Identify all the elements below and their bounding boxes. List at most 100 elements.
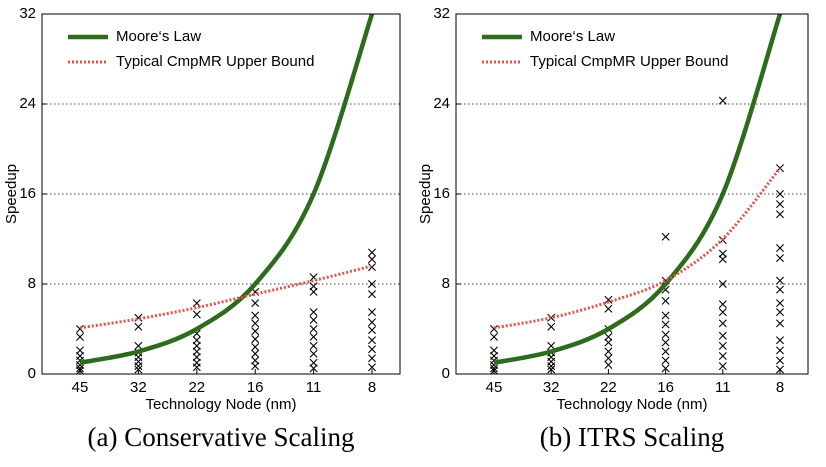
marker [251, 319, 260, 328]
marker [776, 299, 784, 308]
marker [368, 336, 376, 345]
marker [718, 255, 727, 264]
x-tick-label: 22 [188, 379, 205, 396]
marker [718, 331, 727, 340]
y-tick-label: 0 [442, 365, 450, 382]
x-tick-label: 32 [543, 379, 560, 396]
marker [192, 341, 201, 350]
marker [604, 295, 613, 304]
marker [309, 308, 318, 317]
marker [192, 363, 201, 372]
x-tick-label: 32 [130, 379, 147, 396]
marker [192, 299, 201, 308]
marker [251, 362, 260, 371]
marker [547, 341, 556, 350]
marker [661, 364, 670, 373]
marker [76, 364, 84, 373]
series-line [493, 167, 782, 330]
x-tick-label: 45 [72, 379, 89, 396]
marker [76, 366, 84, 375]
marker [604, 304, 613, 313]
marker [309, 282, 318, 291]
marker [192, 347, 201, 356]
marker [661, 338, 670, 347]
marker [776, 356, 784, 365]
x-tick-label: 11 [306, 379, 322, 396]
y-tick-label: 32 [433, 5, 450, 22]
marker [547, 322, 556, 331]
marker [368, 318, 376, 327]
marker [134, 322, 143, 331]
marker [251, 335, 260, 344]
marker [76, 346, 84, 355]
marker [661, 311, 670, 320]
marker [661, 356, 670, 365]
x-tick-label: 11 [715, 379, 731, 396]
y-tick-label: 0 [28, 365, 36, 382]
marker [251, 349, 260, 358]
panel: 0 8 16 24 32 Speedup 45 32 22 16 11 8 Technology Nod… [417, 5, 809, 452]
marker [604, 338, 613, 347]
y-tick-label: 16 [19, 185, 36, 202]
marker [661, 232, 670, 241]
marker [718, 362, 727, 371]
marker [192, 336, 201, 345]
legend-label: Typical CmpMR Upper Bound [116, 53, 314, 70]
marker [604, 347, 613, 356]
marker [661, 320, 670, 329]
marker [368, 248, 376, 257]
x-axis-label: Technology Node (nm) [557, 396, 708, 413]
marker [192, 353, 201, 362]
marker [776, 190, 784, 198]
marker [776, 336, 784, 345]
marker [368, 280, 376, 288]
marker [776, 210, 784, 219]
marker [309, 364, 318, 373]
y-tick-label: 24 [433, 95, 450, 112]
marker [490, 332, 498, 341]
marker [776, 244, 784, 252]
marker [776, 254, 784, 263]
marker [490, 325, 498, 333]
marker [309, 316, 318, 324]
marker [718, 249, 727, 258]
marker [604, 354, 613, 363]
marker [718, 96, 727, 105]
marker [309, 341, 318, 350]
marker [718, 319, 727, 328]
marker [604, 332, 613, 341]
marker [776, 319, 784, 328]
y-tick-label: 24 [19, 95, 36, 112]
y-tick-label: 8 [442, 275, 450, 292]
series-line [493, 14, 783, 365]
x-tick-label: 45 [486, 379, 503, 396]
marker [251, 356, 260, 365]
panel: 0 8 16 24 32 Speedup 45 32 22 16 11 8 Technology Nod… [3, 5, 401, 452]
marker [368, 345, 376, 354]
marker [718, 280, 727, 288]
marker [661, 347, 670, 356]
marker [368, 308, 376, 317]
marker [251, 343, 260, 351]
x-axis-label: Technology Node (nm) [146, 396, 297, 413]
marker [368, 255, 376, 264]
marker [776, 365, 784, 374]
marker [368, 263, 376, 272]
marker [251, 311, 260, 320]
x-tick-label: 16 [657, 379, 674, 396]
marker [309, 287, 318, 296]
legend-label: Typical CmpMR Upper Bound [530, 53, 728, 70]
x-tick-label: 16 [247, 379, 264, 396]
marker [368, 363, 376, 372]
y-tick-label: 32 [19, 5, 36, 22]
marker [76, 325, 84, 333]
caption: (a) Conservative Scaling [88, 422, 355, 452]
marker [192, 310, 201, 319]
marker [368, 326, 376, 335]
plot-area [79, 14, 375, 365]
marker [309, 349, 318, 358]
x-tick-label: 8 [776, 379, 784, 396]
marker [368, 290, 376, 299]
